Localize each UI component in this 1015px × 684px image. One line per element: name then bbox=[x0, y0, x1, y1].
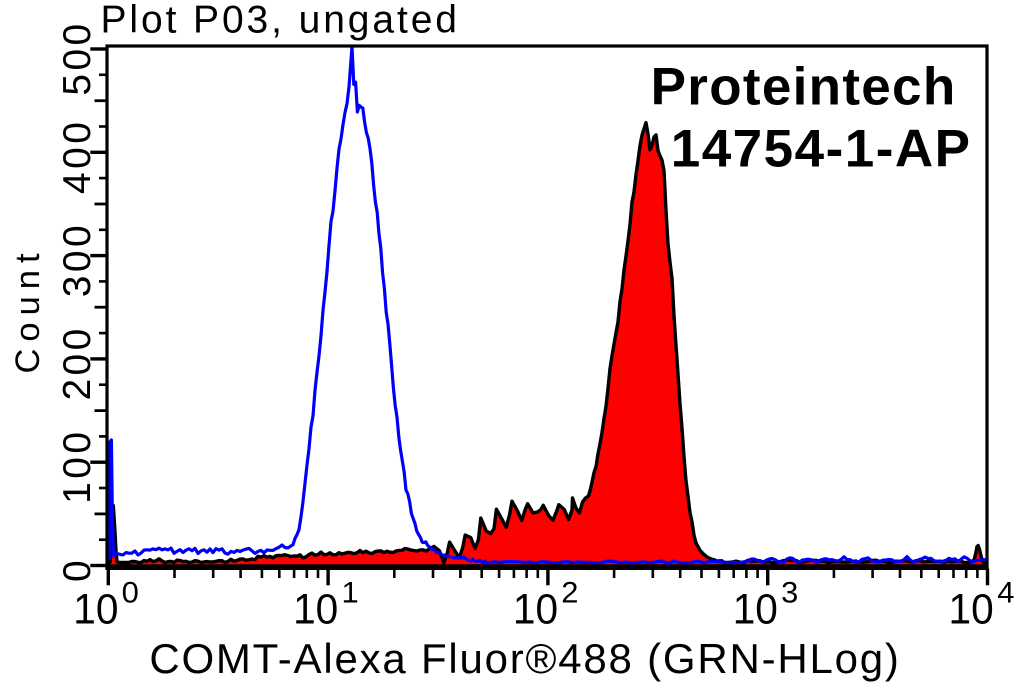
svg-text:1: 1 bbox=[342, 577, 359, 610]
svg-text:10: 10 bbox=[73, 586, 118, 634]
svg-text:10: 10 bbox=[949, 586, 994, 634]
svg-text:2: 2 bbox=[561, 577, 578, 610]
svg-text:Plot P03, ungated: Plot P03, ungated bbox=[101, 0, 460, 42]
svg-text:10: 10 bbox=[513, 586, 558, 634]
svg-text:0: 0 bbox=[56, 557, 99, 582]
svg-text:3: 3 bbox=[781, 577, 798, 610]
svg-text:14754-1-AP: 14754-1-AP bbox=[671, 120, 972, 179]
svg-text:400: 400 bbox=[56, 119, 99, 194]
svg-text:200: 200 bbox=[56, 325, 99, 400]
svg-text:10: 10 bbox=[733, 586, 778, 634]
svg-text:100: 100 bbox=[56, 429, 99, 504]
svg-text:Proteintech: Proteintech bbox=[651, 58, 957, 117]
svg-text:500: 500 bbox=[56, 20, 99, 95]
svg-text:Count: Count bbox=[9, 246, 47, 373]
svg-text:10: 10 bbox=[293, 586, 338, 634]
svg-text:300: 300 bbox=[56, 222, 99, 297]
svg-text:4: 4 bbox=[997, 577, 1014, 610]
svg-text:0: 0 bbox=[122, 577, 139, 610]
svg-text:COMT-Alexa Fluor®488 (GRN-HLog: COMT-Alexa Fluor®488 (GRN-HLog) bbox=[149, 635, 900, 682]
